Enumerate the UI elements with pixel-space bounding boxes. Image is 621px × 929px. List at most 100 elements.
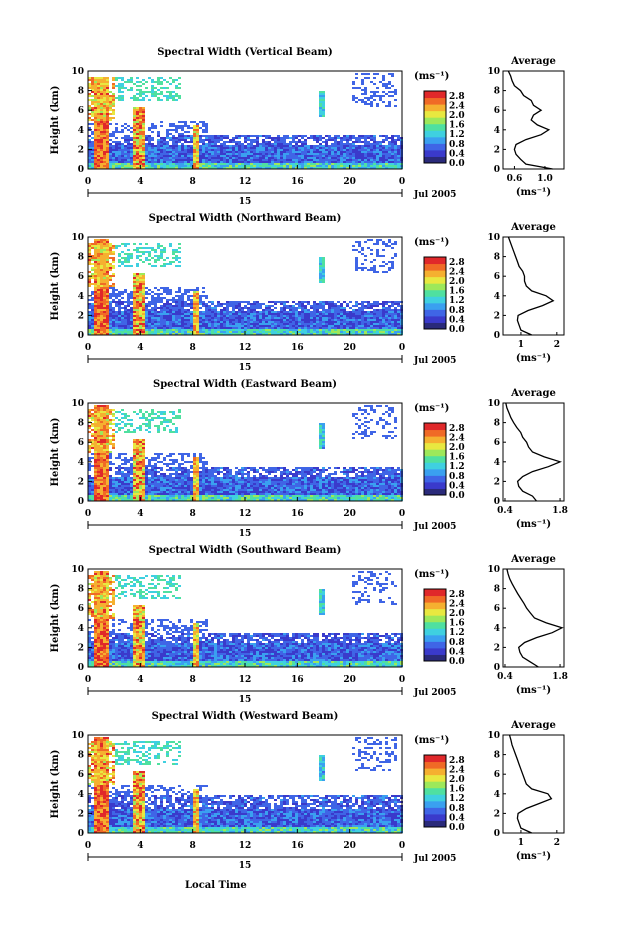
- heatmap-cell: [124, 135, 127, 137]
- heatmap-cell: [181, 155, 184, 157]
- heatmap-cell: [259, 167, 262, 169]
- heatmap-cell: [220, 329, 223, 331]
- heatmap-cell: [154, 163, 157, 165]
- heatmap-cell: [88, 123, 91, 125]
- heatmap-cell: [295, 147, 298, 149]
- heatmap-cell: [97, 283, 100, 285]
- heatmap-cell: [289, 321, 292, 323]
- heatmap-cell: [346, 313, 349, 315]
- heatmap-cell: [100, 165, 103, 167]
- heatmap-cell: [391, 265, 394, 267]
- heatmap-cell: [376, 239, 379, 241]
- heatmap-cell: [121, 137, 124, 139]
- heatmap-cell: [196, 159, 199, 161]
- heatmap-cell: [328, 163, 331, 165]
- heatmap-cell: [163, 327, 166, 329]
- heatmap-cell: [106, 151, 109, 153]
- heatmap-cell: [355, 321, 358, 323]
- heatmap-cell: [196, 161, 199, 163]
- heatmap-cell: [88, 497, 91, 499]
- heatmap-cell: [322, 93, 325, 95]
- heatmap-cell: [292, 159, 295, 161]
- heatmap-cell: [124, 167, 127, 169]
- heatmap-cell: [241, 331, 244, 333]
- heatmap-cell: [268, 323, 271, 325]
- heatmap-cell: [271, 321, 274, 323]
- heatmap-cell: [178, 167, 181, 169]
- heatmap-cell: [394, 163, 397, 165]
- heatmap-cell: [97, 119, 100, 121]
- heatmap-cell: [295, 303, 298, 305]
- heatmap-cell: [370, 137, 373, 139]
- heatmap-cell: [97, 313, 100, 315]
- heatmap-cell: [289, 167, 292, 169]
- heatmap-cell: [118, 131, 121, 133]
- heatmap-cell: [103, 241, 106, 243]
- heatmap-cell: [283, 149, 286, 151]
- heatmap-cell: [364, 153, 367, 155]
- heatmap-cell: [166, 289, 169, 291]
- heatmap-cell: [184, 325, 187, 327]
- heatmap-cell: [211, 139, 214, 141]
- heatmap-cell: [190, 289, 193, 291]
- heatmap-cell: [139, 107, 142, 109]
- heatmap-cell: [397, 149, 400, 151]
- heatmap-cell: [394, 301, 397, 303]
- heatmap-cell: [277, 149, 280, 151]
- heatmap-cell: [100, 309, 103, 311]
- heatmap-cell: [283, 157, 286, 159]
- heatmap-cell: [148, 321, 151, 323]
- heatmap-cell: [229, 163, 232, 165]
- heatmap-cell: [109, 305, 112, 307]
- heatmap-cell: [151, 307, 154, 309]
- heatmap-cell: [196, 295, 199, 297]
- heatmap-cell: [100, 405, 103, 407]
- heatmap-cell: [193, 135, 196, 137]
- heatmap-cell: [100, 81, 103, 83]
- heatmap-cell: [268, 305, 271, 307]
- heatmap-cell: [160, 317, 163, 319]
- heatmap-cell: [319, 259, 322, 261]
- heatmap-cell: [193, 131, 196, 133]
- heatmap-cell: [172, 327, 175, 329]
- heatmap-cell: [253, 313, 256, 315]
- heatmap-cell: [250, 325, 253, 327]
- heatmap-cell: [139, 133, 142, 135]
- heatmap-cell: [304, 135, 307, 137]
- heatmap-cell: [178, 297, 181, 299]
- heatmap-cell: [163, 313, 166, 315]
- heatmap-cell: [145, 149, 148, 151]
- heatmap-cell: [103, 79, 106, 81]
- heatmap-cell: [88, 167, 91, 169]
- heatmap-cell: [100, 277, 103, 279]
- heatmap-cell: [154, 329, 157, 331]
- heatmap-cell: [289, 163, 292, 165]
- heatmap-cell: [367, 301, 370, 303]
- heatmap-cell: [148, 165, 151, 167]
- heatmap-cell: [94, 439, 97, 441]
- heatmap-cell: [151, 93, 154, 95]
- heatmap-cell: [94, 425, 97, 427]
- heatmap-cell: [151, 149, 154, 151]
- heatmap-cell: [349, 167, 352, 169]
- heatmap-cell: [109, 149, 112, 151]
- heatmap-cell: [337, 137, 340, 139]
- heatmap-cell: [109, 409, 112, 411]
- heatmap-cell: [280, 323, 283, 325]
- heatmap-cell: [91, 109, 94, 111]
- heatmap-cell: [166, 257, 169, 259]
- heatmap-cell: [88, 413, 91, 415]
- heatmap-cell: [343, 155, 346, 157]
- heatmap-cell: [319, 277, 322, 279]
- heatmap-cell: [94, 241, 97, 243]
- heatmap-cell: [388, 311, 391, 313]
- heatmap-cell: [211, 137, 214, 139]
- heatmap-cell: [139, 119, 142, 121]
- heatmap-cell: [289, 159, 292, 161]
- heatmap-cell: [370, 81, 373, 83]
- heatmap-cell: [298, 153, 301, 155]
- heatmap-cell: [91, 413, 94, 415]
- heatmap-cell: [181, 319, 184, 321]
- heatmap-cell: [175, 295, 178, 297]
